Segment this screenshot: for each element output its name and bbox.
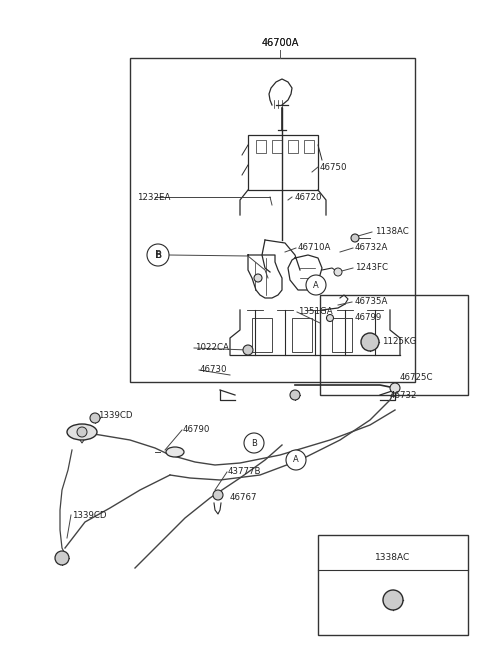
- Circle shape: [77, 427, 87, 437]
- Circle shape: [90, 413, 100, 423]
- Text: B: B: [251, 438, 257, 447]
- Text: 46720: 46720: [295, 192, 323, 201]
- Text: 46799: 46799: [355, 314, 382, 323]
- Bar: [292, 318, 312, 352]
- Circle shape: [286, 450, 306, 470]
- Text: 43777B: 43777B: [228, 468, 262, 476]
- Text: 46750: 46750: [320, 163, 348, 171]
- Circle shape: [361, 333, 379, 351]
- Bar: [320, 295, 468, 395]
- Circle shape: [351, 234, 359, 242]
- Circle shape: [326, 314, 334, 321]
- Bar: [256, 140, 266, 153]
- Text: 46710A: 46710A: [298, 243, 331, 253]
- Circle shape: [254, 274, 262, 282]
- Text: 1125KG: 1125KG: [382, 337, 416, 346]
- Text: B: B: [155, 250, 161, 260]
- Circle shape: [213, 490, 223, 500]
- Text: 1138AC: 1138AC: [375, 228, 409, 237]
- Bar: [318, 535, 468, 635]
- Ellipse shape: [67, 424, 97, 440]
- Circle shape: [147, 244, 169, 266]
- Text: 1232EA: 1232EA: [137, 192, 170, 201]
- Circle shape: [243, 345, 253, 355]
- Text: 46725C: 46725C: [400, 373, 433, 382]
- Bar: [288, 140, 298, 153]
- Bar: [332, 318, 352, 352]
- Text: A: A: [313, 281, 319, 289]
- Circle shape: [290, 390, 300, 400]
- Circle shape: [244, 433, 264, 453]
- Circle shape: [55, 551, 69, 565]
- Text: 46790: 46790: [183, 426, 210, 434]
- Text: 46700A: 46700A: [261, 38, 299, 48]
- Ellipse shape: [166, 447, 184, 457]
- Bar: [272, 140, 282, 153]
- Bar: [304, 140, 314, 153]
- Text: 46767: 46767: [230, 493, 257, 502]
- Text: 1243FC: 1243FC: [355, 264, 388, 272]
- Bar: [252, 318, 272, 352]
- Circle shape: [334, 268, 342, 276]
- Text: 46732: 46732: [390, 390, 418, 400]
- Text: 46730: 46730: [200, 365, 228, 375]
- Text: 46735A: 46735A: [355, 298, 388, 306]
- Text: A: A: [293, 455, 299, 464]
- Text: 46700A: 46700A: [261, 38, 299, 48]
- Text: 1022CA: 1022CA: [195, 344, 229, 352]
- Circle shape: [383, 590, 403, 610]
- Bar: [130, 58, 415, 382]
- Text: B: B: [155, 251, 161, 260]
- Circle shape: [306, 275, 326, 295]
- Text: 1339CD: 1339CD: [98, 411, 132, 419]
- Text: 1339CD: 1339CD: [72, 510, 107, 520]
- Bar: [248, 135, 318, 190]
- Text: 46732A: 46732A: [355, 243, 388, 253]
- Text: 1351GA: 1351GA: [298, 308, 333, 316]
- Text: 1338AC: 1338AC: [375, 552, 410, 562]
- Circle shape: [390, 383, 400, 393]
